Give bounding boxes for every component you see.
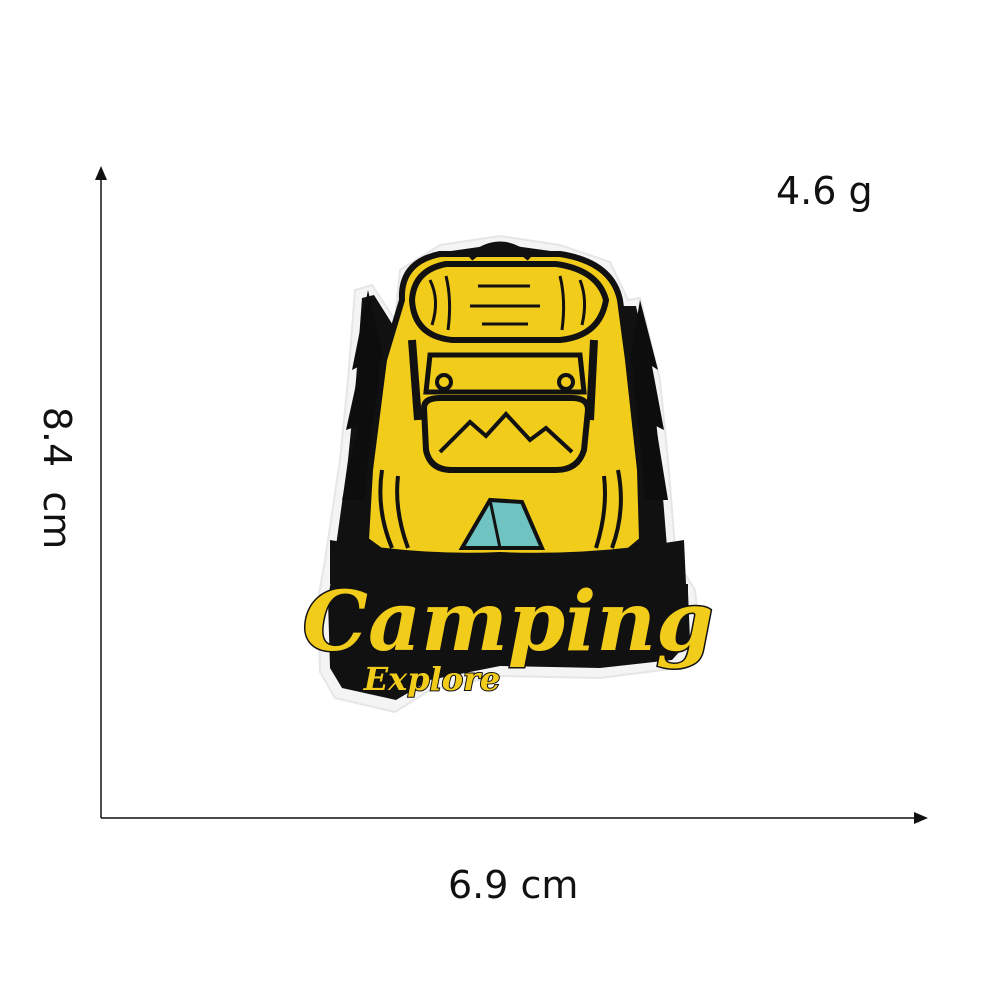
width-label: 6.9 cm [448, 863, 579, 907]
weight-label: 4.6 g [776, 169, 873, 213]
patch-subtitle: Explore [363, 660, 501, 698]
backpack-icon [330, 241, 686, 584]
arrow-right-icon [914, 812, 928, 824]
mountain-icon [438, 411, 574, 454]
patch-title: Camping [303, 574, 714, 670]
arrow-up-icon [95, 166, 107, 180]
tent-icon [458, 497, 546, 550]
text-band [334, 584, 688, 600]
